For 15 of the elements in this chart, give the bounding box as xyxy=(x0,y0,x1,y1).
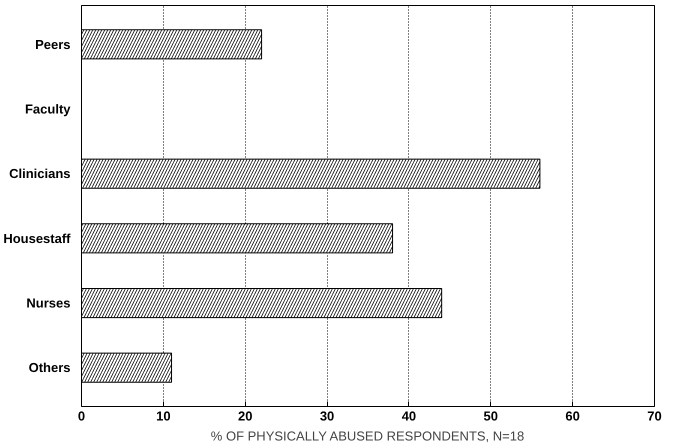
y-tick-label: Nurses xyxy=(26,296,70,311)
x-tick-label: 40 xyxy=(402,408,416,424)
x-axis-title: % OF PHYSICALLY ABUSED RESPONDENTS, N=18 xyxy=(210,428,524,444)
x-tick-label: 30 xyxy=(320,408,334,424)
x-tick-label: 70 xyxy=(647,408,662,424)
x-tick-label: 50 xyxy=(484,408,498,424)
y-tick-label: Faculty xyxy=(24,101,72,116)
x-tick-label: 0 xyxy=(78,408,86,424)
y-tick-label: Others xyxy=(28,360,71,376)
x-tick-label: 60 xyxy=(565,408,580,424)
x-tick-label: 10 xyxy=(156,408,171,424)
y-tick-label: Peers xyxy=(35,36,70,52)
x-tick-label: 20 xyxy=(238,408,252,424)
y-tick-label: Clinicians xyxy=(9,166,71,182)
y-tick-label: Housestaff xyxy=(3,230,72,246)
